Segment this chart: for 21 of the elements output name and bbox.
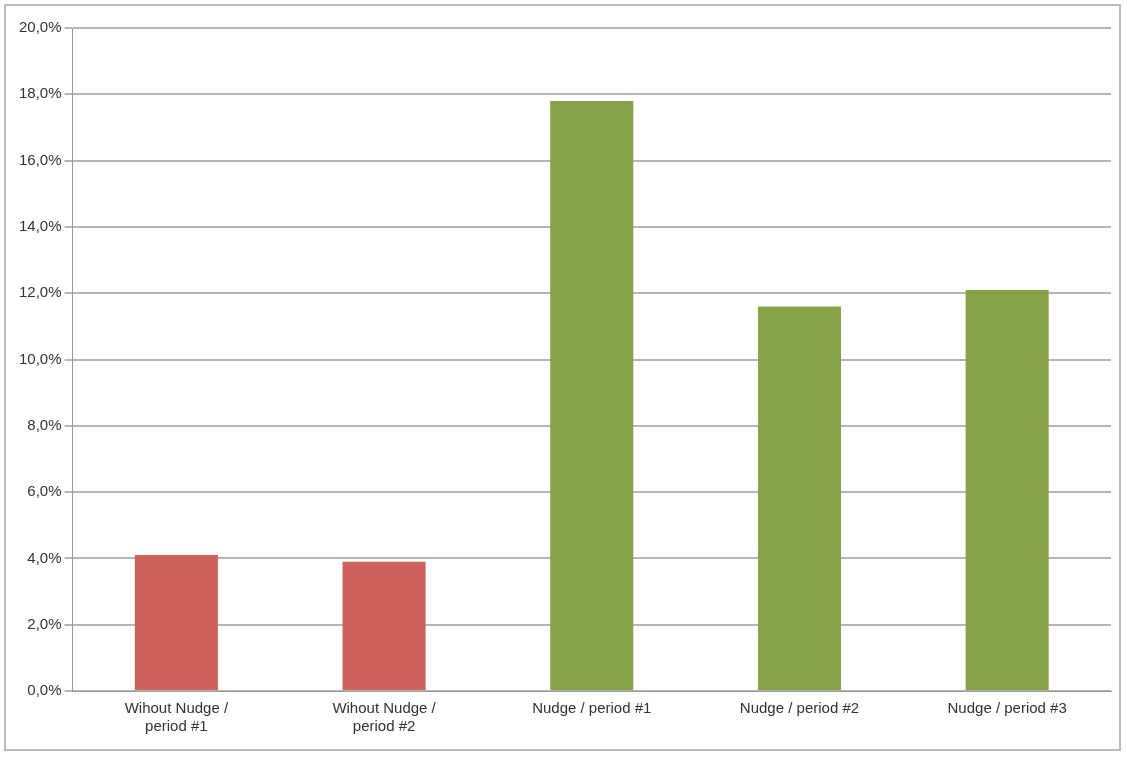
y-tick-label: 6,0%: [27, 482, 62, 500]
bar: [965, 289, 1049, 690]
x-tick-label: Wihout Nudge / period #1: [124, 699, 229, 735]
x-tick-label: Wihout Nudge / period #2: [332, 699, 437, 735]
y-tick-label: 2,0%: [27, 614, 62, 632]
y-tick-label: 8,0%: [27, 415, 62, 433]
bar: [134, 555, 218, 690]
y-tick-label: 18,0%: [18, 84, 62, 102]
y-tick-label: 12,0%: [18, 283, 62, 301]
y-tick-label: 0,0%: [27, 681, 62, 699]
y-tick-label: 20,0%: [18, 18, 62, 36]
bar: [342, 561, 426, 690]
y-tick-label: 4,0%: [27, 548, 62, 566]
bar: [757, 306, 841, 690]
x-tick-label: Nudge / period #3: [947, 699, 1067, 717]
x-tick-label: Nudge / period #2: [739, 699, 860, 717]
y-tick-label: 14,0%: [18, 217, 62, 235]
y-tick-label: 10,0%: [18, 349, 62, 367]
bar: [550, 100, 634, 690]
x-tick-label: Nudge / period #1: [532, 699, 652, 717]
y-tick-label: 16,0%: [18, 150, 62, 168]
